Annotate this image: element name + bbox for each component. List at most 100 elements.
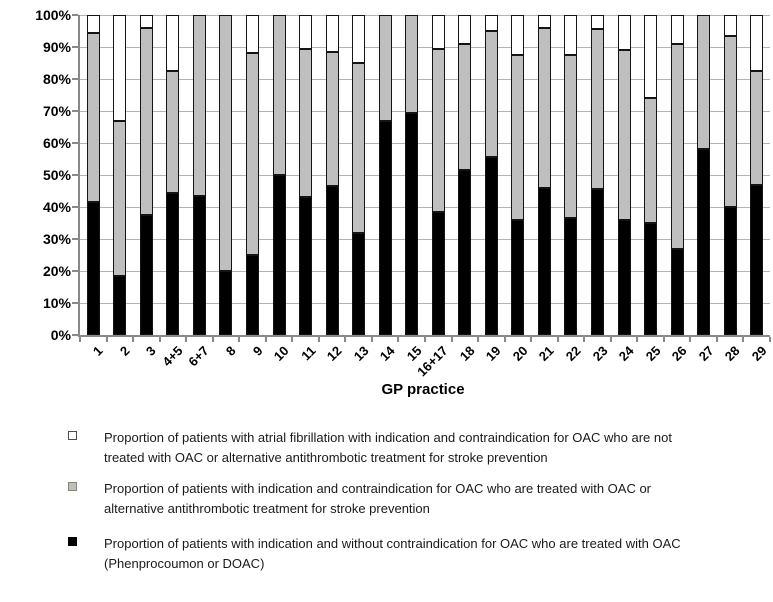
bar-segment — [750, 15, 764, 71]
x-axis-tick — [742, 337, 745, 342]
x-axis-tick — [370, 337, 373, 342]
bar-segment — [139, 15, 153, 28]
x-axis-tick — [397, 337, 400, 342]
bar-segment — [113, 15, 127, 121]
x-axis-tick — [583, 337, 586, 342]
white-square-icon — [68, 431, 77, 440]
bar-segment — [458, 15, 472, 44]
y-tick-label: 80% — [42, 71, 71, 87]
x-axis-tick — [715, 337, 718, 342]
gridline — [80, 271, 770, 272]
bar-segment — [219, 15, 233, 271]
bar-segment — [458, 170, 472, 335]
x-axis-tick — [662, 337, 665, 342]
bar-segment — [166, 192, 180, 335]
bar-segment — [431, 48, 445, 212]
bar-segment — [750, 71, 764, 185]
bar-segment — [113, 120, 127, 276]
bar-segment — [113, 275, 127, 335]
bar-segment — [644, 98, 658, 223]
y-tick-label: 30% — [42, 231, 71, 247]
bar-segment — [246, 53, 259, 255]
x-axis-tick — [79, 337, 81, 342]
y-axis-tick — [72, 142, 78, 144]
gridline — [80, 143, 770, 144]
bar-segment — [564, 55, 578, 219]
bar-segment — [431, 15, 445, 49]
bar-segment — [352, 232, 366, 335]
gridline — [80, 303, 770, 304]
bar-segment — [192, 15, 206, 196]
gridline — [80, 207, 770, 208]
gridline — [80, 47, 770, 48]
bar-segment — [484, 31, 498, 158]
bar-segment — [86, 15, 100, 33]
x-axis-tick — [264, 337, 267, 342]
y-axis-tick — [72, 78, 78, 80]
bar-segment — [484, 15, 498, 31]
bar-segment — [325, 51, 339, 187]
bar-segment — [299, 48, 313, 198]
bar-segment — [166, 71, 180, 193]
bar-segment — [591, 29, 604, 190]
bar-segment — [458, 43, 472, 171]
y-axis-tick — [72, 46, 78, 48]
x-axis-tick — [477, 337, 480, 342]
bar-segment — [325, 15, 339, 52]
bar-segment — [139, 27, 153, 215]
bar-segment — [723, 15, 737, 36]
x-axis-tick — [556, 337, 559, 342]
y-axis-tick — [72, 14, 78, 16]
bar-segment — [405, 15, 419, 113]
bar-segment — [378, 120, 392, 335]
bar-segment — [670, 43, 684, 249]
bar-segment — [591, 15, 604, 30]
bar-segment — [511, 219, 525, 335]
y-axis-tick — [72, 270, 78, 272]
x-axis-tick — [132, 337, 135, 342]
y-axis-tick — [72, 206, 78, 208]
black-square-icon — [68, 537, 77, 546]
bar-segment — [219, 271, 233, 335]
bar-segment — [431, 211, 445, 335]
bar-segment — [644, 15, 658, 99]
gridline — [80, 79, 770, 80]
x-axis-tick — [636, 337, 639, 342]
bar-segment — [537, 27, 551, 188]
plot-area — [72, 14, 771, 342]
x-axis-tick — [185, 337, 188, 342]
bar-segment — [299, 197, 313, 335]
legend-label: Proportion of patients with indication a… — [104, 534, 714, 574]
x-axis-tick — [317, 337, 320, 342]
bar-segment — [644, 223, 658, 335]
legend-label: Proportion of patients with atrial fibri… — [104, 428, 714, 468]
bar-segment — [670, 15, 684, 44]
bar-segment — [617, 15, 631, 51]
bar-segment — [537, 15, 551, 28]
y-axis-tick — [72, 238, 78, 240]
bar-segment — [511, 55, 525, 220]
x-axis-tick — [291, 337, 294, 342]
bar-segment — [246, 15, 259, 54]
bar-segment — [484, 157, 498, 335]
legend-label-line: Proportion of patients with indication a… — [104, 481, 652, 496]
x-axis-tick — [105, 337, 108, 342]
y-tick-label: 60% — [42, 135, 71, 151]
bar-segment — [86, 32, 100, 203]
x-axis-tick — [530, 337, 533, 342]
gridline — [80, 239, 770, 240]
legend-label-line: treated with OAC or alternative antithro… — [104, 450, 548, 465]
y-axis-tick — [72, 110, 78, 112]
y-tick-label: 70% — [42, 103, 71, 119]
bar-segment — [564, 218, 578, 335]
bar-segment — [272, 175, 286, 335]
bar-segment — [617, 219, 631, 335]
gridline — [80, 15, 770, 16]
x-axis-tick — [503, 337, 506, 342]
bar-segment — [723, 207, 737, 335]
bar-segment — [299, 15, 313, 49]
x-axis-tick — [344, 337, 347, 342]
bar-segment — [246, 255, 259, 335]
y-axis-tick — [72, 334, 78, 336]
